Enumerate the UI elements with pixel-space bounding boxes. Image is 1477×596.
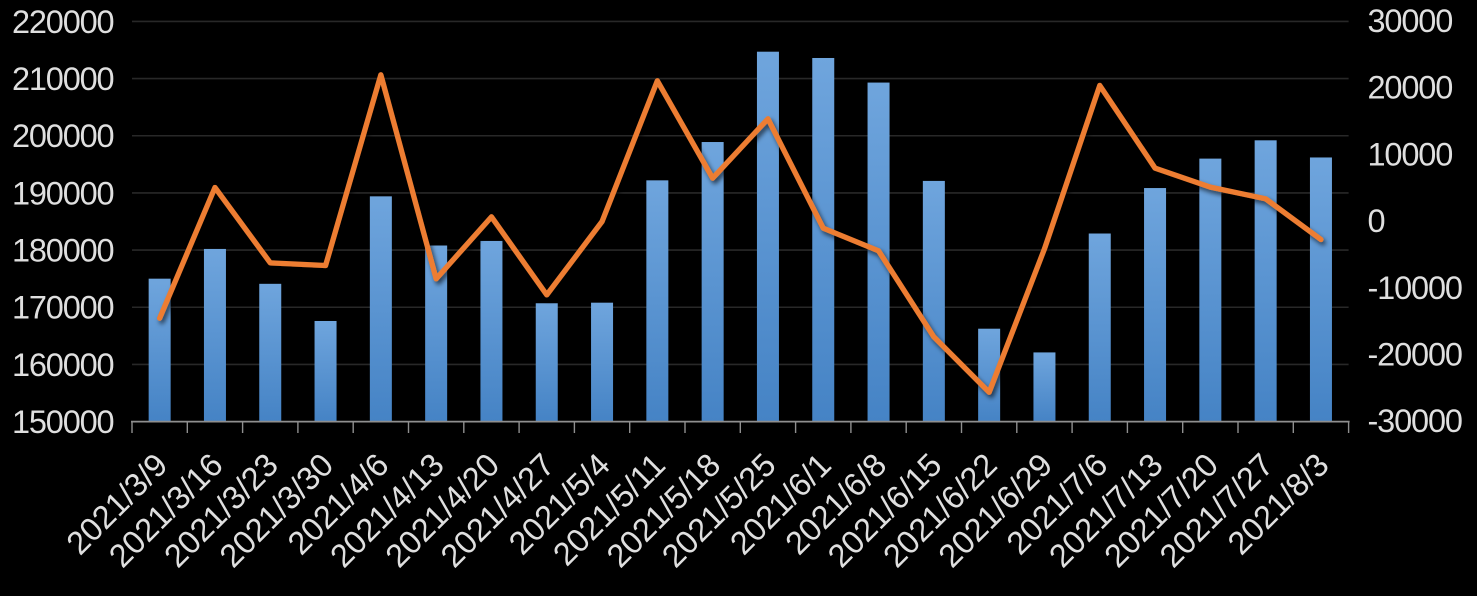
svg-text:200000: 200000 (12, 118, 114, 154)
svg-text:160000: 160000 (12, 347, 114, 383)
svg-text:-30000: -30000 (1368, 403, 1462, 439)
svg-text:170000: 170000 (12, 290, 114, 326)
svg-text:150000: 150000 (12, 404, 114, 440)
svg-text:210000: 210000 (12, 61, 114, 97)
svg-text:10000: 10000 (1368, 136, 1453, 172)
svg-text:20000: 20000 (1368, 70, 1453, 106)
svg-text:220000: 220000 (12, 4, 114, 40)
svg-text:30000: 30000 (1368, 3, 1453, 39)
svg-text:190000: 190000 (12, 175, 114, 211)
svg-text:0: 0 (1368, 203, 1385, 239)
svg-text:180000: 180000 (12, 232, 114, 268)
svg-text:-20000: -20000 (1368, 337, 1462, 373)
svg-text:-10000: -10000 (1368, 270, 1462, 306)
